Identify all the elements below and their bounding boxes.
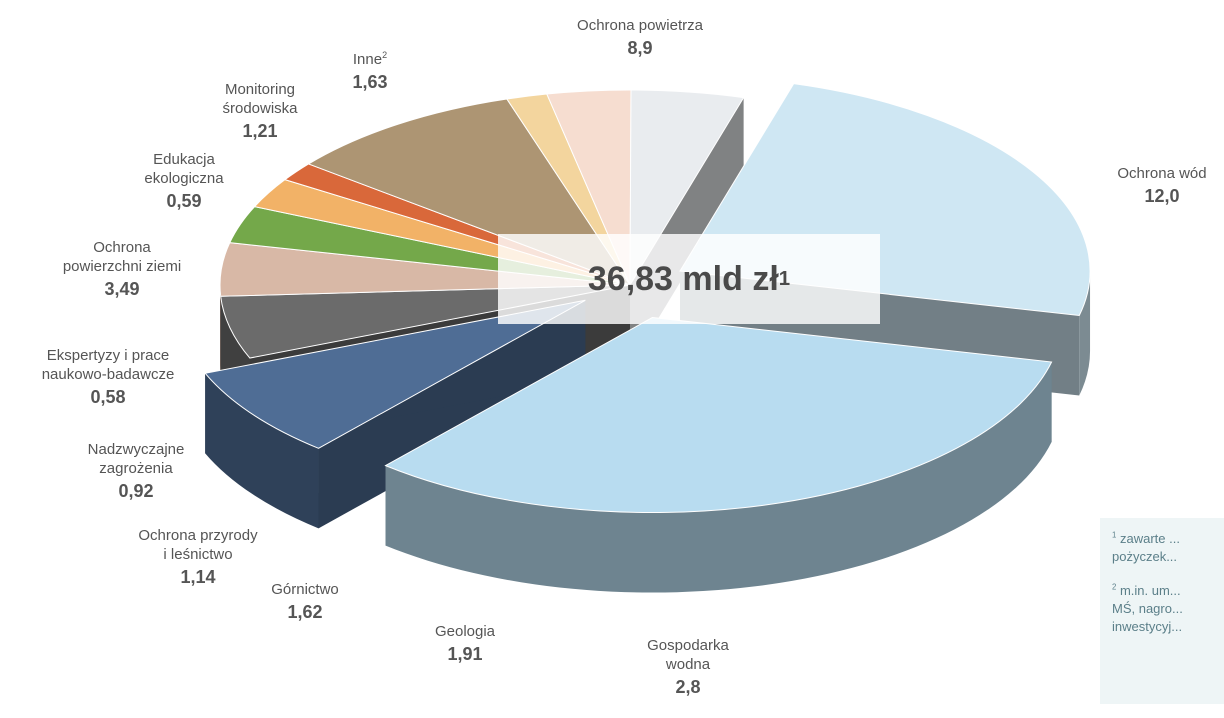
label-edukacja-line1: Edukacja [153,151,215,168]
pie-top-gospodarka [204,299,586,449]
pie-rim-wod-0 [385,362,1052,593]
pie-rim-gospodarka-0 [205,373,319,529]
label-ziemi-line1: Ochrona [93,239,151,256]
label-powietrza-name: Ochrona powietrza [577,17,703,34]
label-gospodarka-value: 2,8 [675,677,701,697]
label-inne-name: Inne [352,51,383,68]
label-wod-name: Ochrona wód [1117,165,1207,182]
footnote-2-line1: m.in. um... [1119,583,1181,598]
label-powietrza-value: 8,9 [627,38,653,58]
footnote-2-line3: inwestycyj... [1112,619,1183,634]
total-unit: mld zł [682,259,779,298]
label-edukacja: Edukacja ekologiczna 0,59 [112,150,256,214]
label-ziemi-value: 3,49 [104,279,140,299]
total-label: 36,83 mld zł 1 [498,234,880,324]
label-przyrody-line2: i leśnictwo [163,546,233,563]
label-monitoring-line1: Monitoring [224,81,296,98]
label-monitoring: Monitoring środowiska 1,21 [190,80,330,144]
label-zagrozenia-line1: Nadzwyczajne [87,441,185,458]
label-monitoring-line2: środowiska [222,100,298,117]
label-geologia-name: Geologia [434,623,496,640]
label-przyrody: Ochrona przyrody i leśnictwo 1,14 [100,526,296,590]
footnote-2-mark: 2 [1112,582,1117,592]
footnote-2-line2: MŚ, nagro... [1112,601,1183,616]
label-ekspertyzy: Ekspertyzy i prace naukowo-badawcze 0,58 [6,346,210,410]
footnote-1-mark: 1 [1112,530,1117,540]
label-gospodarka-line2: wodna [665,656,711,673]
label-ekspertyzy-value: 0,58 [90,387,126,407]
total-value: 36,83 [587,259,673,298]
label-geologia-value: 1,91 [447,644,483,664]
label-inne-value: 1,63 [352,72,388,92]
label-geologia: Geologia 1,91 [410,622,520,667]
label-ziemi: Ochrona powierzchni ziemi 3,49 [22,238,222,302]
label-przyrody-value: 1,14 [180,567,216,587]
label-przyrody-line1: Ochrona przyrody [138,527,258,544]
footnote-1-line2: pożyczek... [1112,549,1178,564]
label-zagrozenia-value: 0,92 [118,481,154,501]
label-monitoring-value: 1,21 [242,121,278,141]
footnote-1: 1 zawarte ... pożyczek... [1112,530,1224,566]
pie-rim-powietrza-0 [1079,271,1091,396]
label-edukacja-line2: ekologiczna [144,170,224,187]
label-wod: Ochrona wód 12,0 [1100,164,1224,209]
label-gornictwo: Górnictwo 1,62 [250,580,360,625]
label-zagrozenia-line2: zagrożenia [99,460,173,477]
label-inne-footnote-mark: 2 [382,50,388,60]
label-ekspertyzy-line1: Ekspertyzy i prace [46,347,170,364]
label-edukacja-value: 0,59 [166,191,202,211]
label-zagrozenia: Nadzwyczajne zagrożenia 0,92 [66,440,206,504]
label-wod-value: 12,0 [1144,186,1180,206]
label-ekspertyzy-line2: naukowo-badawcze [41,366,175,383]
pie-rim-gornictwo-0 [220,285,221,377]
label-inne: Inne2 1,63 [334,50,406,95]
label-ziemi-line2: powierzchni ziemi [62,258,182,275]
label-gornictwo-name: Górnictwo [271,581,339,598]
label-gospodarka: Gospodarka wodna 2,8 [628,636,748,700]
label-gornictwo-value: 1,62 [287,602,323,622]
footnote-2: 2 m.in. um... MŚ, nagro... inwestycyj... [1112,582,1224,636]
label-gospodarka-line1: Gospodarka [647,637,729,654]
pie-top-wod [384,317,1053,514]
footnotes-box: 1 zawarte ... pożyczek... 2 m.in. um... … [1100,518,1224,704]
footnote-1-line1: zawarte ... [1119,531,1180,546]
